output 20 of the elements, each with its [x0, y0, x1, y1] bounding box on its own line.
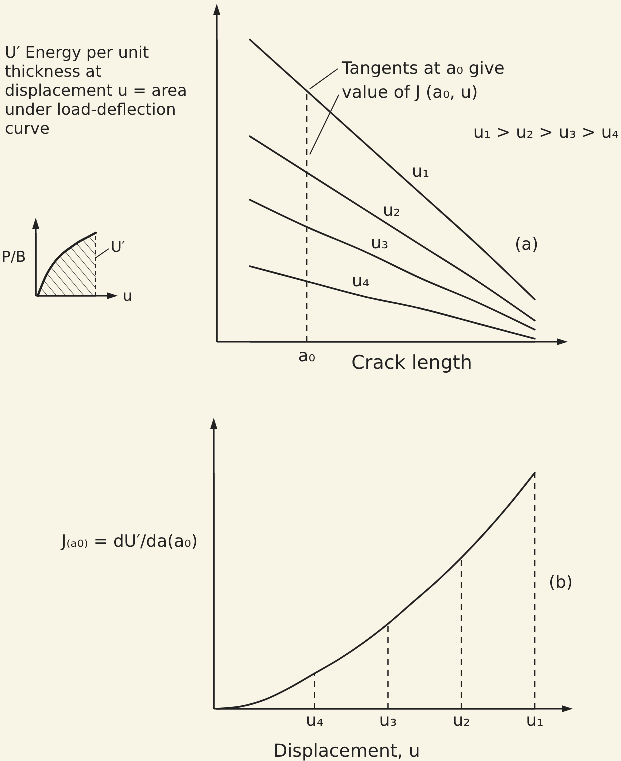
x-tick-label: u₂ [452, 711, 470, 732]
text: a₀ [298, 346, 316, 367]
annotation: Tangents at a₀ give value of J (a₀, u) [341, 59, 505, 103]
y-axis-title: P/B [2, 248, 26, 266]
annotation: (b) [549, 573, 574, 593]
series-label: u₂ [383, 201, 401, 222]
x-axis-title: Displacement, u [274, 741, 420, 761]
y-axis-title: U′ Energy per unit thickness at displacement u = area under load-deflection curve [5, 43, 188, 138]
x-tick-label: u₄ [306, 711, 324, 732]
x-tick-label: u₃ [379, 711, 398, 732]
series-label: u₄ [352, 272, 370, 292]
x-axis-title: Crack length [352, 352, 472, 374]
text: U′ [111, 238, 126, 256]
y-axis-title: J₍ₐ₀₎ = dU′/da(a₀) [60, 532, 198, 552]
x-axis-title: u [123, 287, 133, 305]
annotation: u₁ > u₂ > u₃ > u₄ [473, 123, 620, 143]
x-tick-label: u₁ [526, 711, 544, 732]
annotation: (a) [515, 235, 539, 255]
series-label: u₁ [412, 162, 430, 182]
series-label: u₃ [371, 233, 389, 254]
